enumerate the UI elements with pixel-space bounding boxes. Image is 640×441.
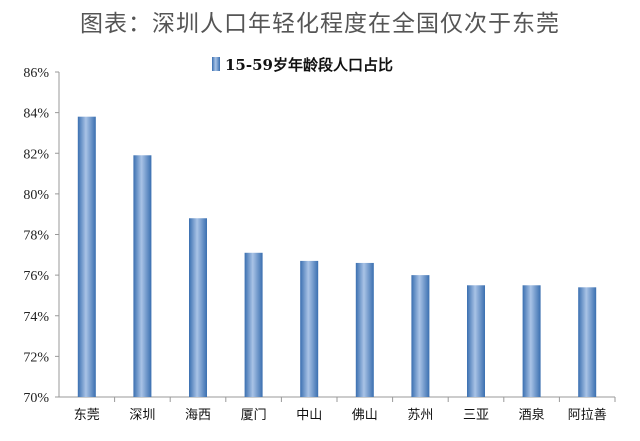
bar-厦门 — [244, 252, 263, 397]
bar-三亚 — [467, 285, 485, 397]
bar-深圳 — [133, 155, 152, 397]
x-tick-label: 阿拉善 — [568, 407, 607, 423]
y-tick-label: 84% — [23, 107, 49, 122]
x-tick-label: 酒泉 — [519, 407, 545, 423]
y-tick-label: 72% — [23, 350, 49, 365]
x-tick-label: 东莞 — [74, 408, 100, 423]
y-tick-label: 76% — [23, 269, 49, 284]
x-tick-label: 深圳 — [129, 408, 155, 423]
y-tick-label: 86% — [23, 66, 49, 81]
bar-中山 — [300, 260, 319, 397]
bar-苏州 — [411, 275, 430, 397]
legend-label: 15-59岁年龄段人口占比 — [225, 56, 393, 74]
bar-阿拉善 — [578, 287, 597, 397]
bar-酒泉 — [522, 285, 541, 397]
bar-佛山 — [355, 262, 374, 397]
bar-海西 — [189, 218, 207, 397]
x-tick-label: 苏州 — [407, 407, 433, 423]
x-tick-label: 海西 — [185, 408, 211, 423]
y-tick-label: 78% — [23, 229, 49, 244]
x-tick-label: 佛山 — [352, 408, 378, 423]
x-tick-label: 厦门 — [241, 408, 267, 423]
legend-swatch — [212, 57, 220, 71]
y-tick-label: 70% — [23, 391, 49, 406]
y-tick-label: 80% — [23, 188, 49, 203]
x-tick-label: 三亚 — [463, 408, 489, 423]
y-tick-label: 82% — [23, 147, 49, 162]
chart-title: 图表：深圳人口年轻化程度在全国仅次于东莞 — [80, 11, 560, 37]
x-tick-label: 中山 — [296, 408, 322, 423]
y-tick-label: 74% — [23, 310, 49, 325]
bar-东莞 — [77, 116, 96, 397]
